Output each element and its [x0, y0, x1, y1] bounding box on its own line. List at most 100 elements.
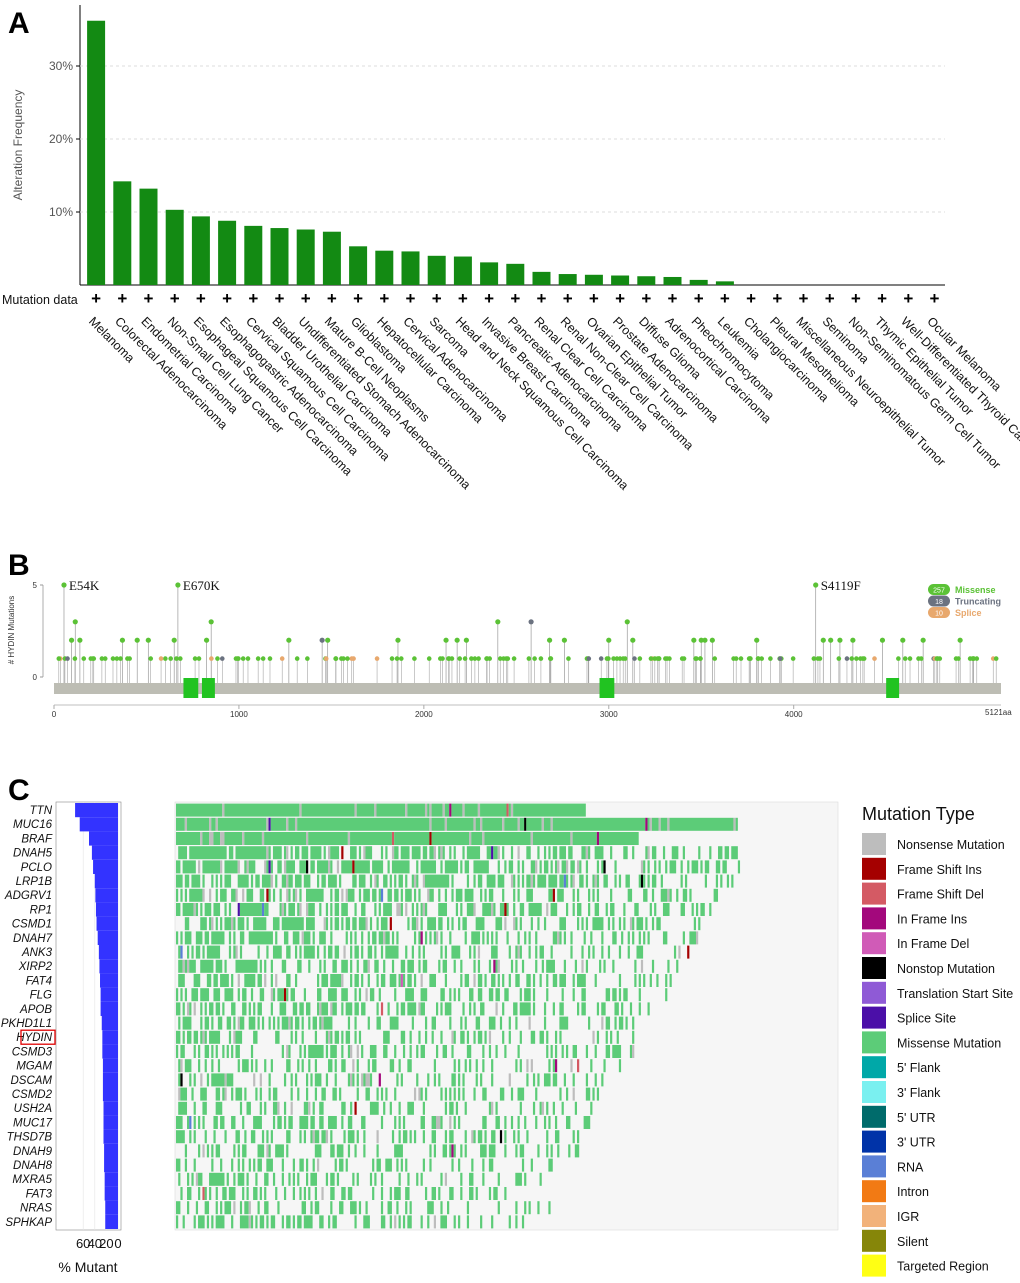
mutation-cell: [572, 1130, 575, 1144]
mutation-cell: [568, 1144, 571, 1158]
mutation-cell: [570, 931, 573, 945]
mutation-cell: [277, 988, 284, 1002]
mutation-cell: [354, 1101, 357, 1115]
mutation-cell: [215, 1201, 218, 1215]
mutation-cell: [220, 832, 225, 845]
mutation-cell: [561, 1101, 564, 1115]
mutation-cell: [354, 1215, 357, 1229]
mutation-data-plus: +: [720, 289, 730, 308]
mutation-cell: [647, 874, 650, 888]
mutation-cell: [475, 1016, 481, 1030]
mutation-cell: [451, 1045, 454, 1058]
mutation-cell: [407, 1215, 412, 1229]
mutation-cell: [455, 888, 463, 902]
mutation-cell: [220, 860, 223, 874]
mutation-cell: [248, 931, 273, 945]
mutation-cell: [510, 846, 514, 860]
lollipop-head: [68, 637, 75, 643]
mutation-cell: [669, 860, 677, 874]
mutation-cell: [303, 1045, 306, 1058]
mutation-cell: [283, 1101, 287, 1115]
mutation-cell: [275, 974, 278, 987]
mutation-cell: [643, 874, 646, 888]
legend-swatch: [862, 981, 886, 1004]
mutation-cell: [176, 888, 179, 902]
gene-label: CSMD3: [12, 1046, 53, 1058]
mutation-cell: [220, 1201, 223, 1215]
mutation-cell: [176, 1201, 181, 1215]
mutation-cell: [422, 1101, 425, 1115]
bar: [453, 256, 472, 285]
gene-label: TTN: [30, 805, 53, 817]
mutation-cell: [627, 888, 633, 902]
mutation-cell: [376, 917, 379, 931]
mutation-cell: [588, 903, 591, 916]
mutation-cell: [704, 874, 708, 888]
hotspot-label: E54K: [69, 578, 100, 593]
mutation-cell: [442, 1144, 448, 1158]
mutation-cell: [394, 846, 399, 860]
mutation-cell: [400, 1073, 403, 1087]
percent-mutant-bar: [75, 803, 118, 818]
mutation-cell: [554, 1030, 558, 1044]
mutation-cell: [176, 1215, 179, 1229]
mutation-cell: [244, 1087, 247, 1101]
lollipop-head: [394, 656, 400, 661]
mutation-cell: [400, 1002, 406, 1016]
mutation-cell: [519, 903, 525, 916]
mutation-cell: [319, 903, 322, 916]
mutation-cell: [292, 1002, 298, 1016]
mutation-cell: [431, 803, 443, 817]
mutation-cell: [237, 974, 240, 987]
mutation-cell: [385, 846, 388, 860]
mutation-cell: [198, 1116, 201, 1129]
mutation-cell: [704, 860, 710, 874]
mutation-cell: [444, 803, 450, 817]
mutation-cell: [206, 1215, 210, 1229]
mutation-cell: [292, 1187, 295, 1200]
mutation-cell: [645, 817, 648, 831]
mutation-cell: [341, 860, 353, 874]
bar: [165, 209, 184, 285]
mutation-cell: [449, 988, 452, 1002]
mutation-cell: [176, 1002, 181, 1016]
mutation-cell: [495, 1002, 498, 1016]
lollipop-head: [463, 637, 469, 643]
mutation-cell: [228, 846, 234, 860]
mutation-cell: [407, 1172, 410, 1186]
mutation-cell: [647, 860, 650, 874]
mutation-cell: [394, 874, 397, 888]
mutation-cell: [345, 931, 348, 945]
percent-tick-label: 40: [88, 1236, 102, 1251]
mutation-cell: [246, 1187, 249, 1200]
mutation-cell: [546, 1101, 549, 1115]
mutation-cell: [596, 874, 600, 888]
mutation-cell: [563, 1073, 566, 1087]
mutation-cell: [654, 903, 657, 916]
mutation-cell: [363, 846, 366, 860]
mutation-cell: [524, 988, 531, 1002]
mutation-cell: [202, 860, 221, 874]
mutation-cell: [202, 1101, 207, 1115]
mutation-cell: [497, 846, 500, 860]
lollipop-head: [505, 656, 511, 661]
mutation-data-plus: +: [510, 289, 520, 308]
mutation-cell: [660, 874, 663, 888]
mutation-cell: [460, 1030, 465, 1044]
mutation-cell: [328, 945, 333, 959]
mutation-cell: [546, 959, 555, 973]
mutation-cell: [585, 1087, 591, 1101]
mutation-cell: [420, 1116, 425, 1129]
gene-label: DNAH8: [13, 1160, 53, 1172]
mutation-cell: [517, 931, 520, 945]
mutation-cell: [217, 817, 267, 831]
mutation-cell: [647, 846, 650, 860]
mutation-cell: [532, 974, 536, 987]
mutation-cell: [231, 1215, 234, 1229]
mutation-cell: [521, 959, 525, 973]
mutation-cell: [491, 1101, 494, 1115]
mutation-cell: [389, 1059, 395, 1073]
mutation-data-plus: +: [825, 289, 835, 308]
mutation-cell: [508, 1215, 511, 1229]
mutation-cell: [248, 1201, 251, 1215]
